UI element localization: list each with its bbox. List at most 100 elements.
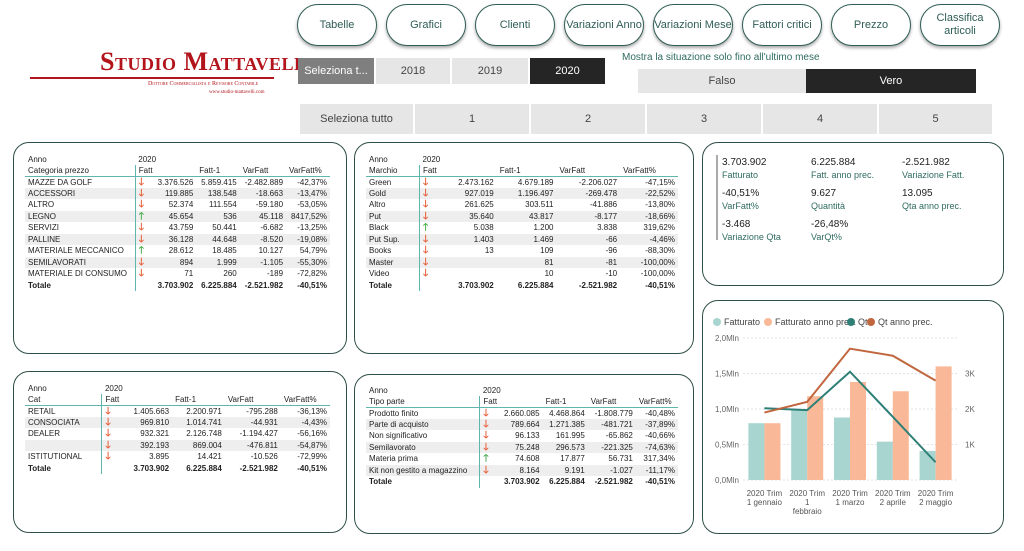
table-row[interactable]: SERVIZI 🡓 43.759 50.441 -6.682 -13,25%	[25, 222, 330, 234]
cell-var-pct: -72,82%	[297, 269, 327, 279]
row-label: Green	[366, 176, 420, 188]
table-row[interactable]: Master 🡓 81 -81 -100,00%	[366, 256, 678, 268]
table-row[interactable]: ACCESSORI 🡓 119.885 138.548 -18.663 -13,47%	[25, 187, 330, 199]
row-label: Gold	[366, 187, 420, 199]
month-4[interactable]: 4	[763, 104, 877, 134]
year-2020[interactable]: 2020	[530, 58, 605, 84]
year-2018[interactable]: 2018	[376, 58, 450, 84]
table-row[interactable]: LEGNO 🡑 45.654 536 45.118 8417,52%	[25, 210, 330, 222]
table-row[interactable]: Green 🡓 2.473.162 4.679.189 -2.206.027 -47,15…	[366, 176, 678, 188]
month-5[interactable]: 5	[879, 104, 992, 134]
cell-var: -2.482.889	[244, 177, 284, 187]
table-row[interactable]: MATERIALE DI CONSUMO 🡓 71 260 -189 -72,82%	[25, 268, 330, 280]
table-row[interactable]: Put 🡓 35.640 43.817 -8.177 -18,66%	[366, 210, 678, 222]
cell-var-pct: 54,79%	[299, 246, 327, 256]
total-fatt-prev: 6.225.884	[186, 463, 222, 473]
year-2019[interactable]: 2019	[452, 58, 528, 84]
table-row[interactable]: MAZZE DA GOLF 🡓 3.376.526 5.859.415 -2.482.8…	[25, 176, 330, 188]
cell-fatt-prev: 18.485	[212, 246, 237, 256]
legend-item[interactable]: Fatturato anno prec.	[764, 317, 856, 327]
table-row[interactable]: DEALER 🡓 932.321 2.126.748 -1.194.427 -56,16%	[25, 428, 330, 440]
table-row[interactable]: SEMILAVORATI 🡓 894 1.999 -1.105 -55,30%	[25, 256, 330, 268]
cell-fatt-prev: 109	[540, 246, 554, 256]
year-select-all[interactable]: Seleziona t...	[298, 58, 374, 84]
total-var-pct: -40,51%	[645, 477, 675, 487]
total-fatt-prev: 6.225.884	[549, 477, 585, 487]
table-row[interactable]: RETAIL 🡓 1.405.663 2.200.971 -795.288 -36,13%	[25, 405, 330, 417]
cell-var-pct: -36,13%	[297, 406, 327, 416]
table-row[interactable]: Black 🡑 5.038 1.200 3.838 319,62%	[366, 222, 678, 234]
legend-item[interactable]: Qt anno prec.	[867, 317, 933, 327]
cell-var: -1.194.427	[239, 429, 278, 439]
anno-value: 2020	[422, 155, 441, 164]
table-row[interactable]: Kit non gestito a magazzino 🡓 8.164 9.191 -1…	[366, 464, 678, 476]
legend-dot-icon	[867, 318, 875, 326]
line-qt	[764, 370, 937, 463]
cell-var: -66	[556, 233, 621, 245]
table-row[interactable]: Put Sup. 🡓 1.403 1.469 -66 -4,46%	[366, 233, 678, 245]
table-row[interactable]: MATERIALE MECCANICO 🡑 28.612 18.485 10.127 54…	[25, 245, 330, 257]
month-3[interactable]: 3	[647, 104, 761, 134]
table-row[interactable]: Prodotto finito 🡓 2.660.085 4.468.864 -1.808…	[366, 407, 678, 419]
cell-fatt-prev: 14.421	[197, 452, 222, 462]
cell-fatt: 3.895	[149, 452, 170, 462]
cell-var-pct: -42,37%	[297, 177, 327, 187]
row-label: CONSOCIATA	[25, 416, 103, 428]
cell-fatt-prev: 50.441	[212, 223, 237, 233]
legend-dot-icon	[847, 318, 855, 326]
y-left-tick-label: 0,5Mln	[715, 441, 739, 450]
kpi-value: 6.225.884	[811, 157, 856, 168]
kpi-value: -3.468	[722, 219, 751, 230]
toggle-false[interactable]: Falso	[638, 69, 806, 93]
nav-button-prezzo[interactable]: Prezzo	[831, 4, 911, 46]
legend-item[interactable]: Fatturato	[713, 317, 760, 327]
cell-var: -8.520	[239, 233, 287, 245]
table-row[interactable]: Parte di acquisto 🡓 789.664 1.271.385 -481.7…	[366, 418, 678, 430]
table-row[interactable]: Altro 🡓 261.625 303.511 -41.886 -13,80%	[366, 199, 678, 211]
nav-button-classifica-articoli[interactable]: Classifica articoli	[920, 4, 1000, 46]
month-select-all[interactable]: Seleziona tutto	[300, 104, 413, 134]
arrow-up-icon: 🡑	[483, 453, 489, 465]
cell-fatt-prev: 5.859.415	[201, 177, 237, 187]
table-row[interactable]: Materia prima 🡑 74.608 17.877 56.731 317,34%	[366, 453, 678, 465]
table-row[interactable]: CONSOCIATA 🡓 969.810 1.014.741 -44.931 -4,43%	[25, 416, 330, 428]
month-2[interactable]: 2	[531, 104, 645, 134]
cell-fatt: 789.664	[497, 418, 543, 430]
arrow-down-icon: 🡓	[483, 418, 489, 430]
nav-button-clienti[interactable]: Clienti	[475, 4, 555, 46]
table-row[interactable]: ISTITUTIONAL 🡓 3.895 14.421 -10.526 -72,99%	[25, 451, 330, 463]
nav-button-tabelle[interactable]: Tabelle	[297, 4, 377, 46]
nav-button-variazioni-anno[interactable]: Variazioni Anno	[564, 4, 644, 46]
total-label: Totale	[25, 462, 103, 474]
arrow-down-icon: 🡓	[422, 245, 429, 257]
cell-var: -476.811	[224, 439, 281, 451]
toggle-true[interactable]: Vero	[806, 69, 976, 93]
row-label: SEMILAVORATI	[25, 256, 136, 268]
table-row[interactable]: Gold 🡓 927.019 1.196.497 -269.478 -22,52%	[366, 187, 678, 199]
table-row[interactable]: PALLINE 🡓 36.128 44.648 -8.520 -19,08%	[25, 233, 330, 245]
dimension-header: Tipo parte	[366, 396, 481, 408]
cell-fatt-prev: 43.817	[496, 210, 557, 222]
table-row[interactable]: ALTRO 🡓 52.374 111.554 -59.180 -53,05%	[25, 199, 330, 211]
matrix-part-type: Anno 2020 Tipo parte Fatt Fatt-1 VarFatt VarFa…	[366, 385, 678, 488]
cell-fatt: 3.376.526	[157, 177, 194, 187]
row-label: MATERIALE MECCANICO	[25, 245, 136, 257]
table-row[interactable]: Semilavorato 🡓 75.248 296.573 -221.325 -74,63…	[366, 441, 678, 453]
total-var-pct: -40,51%	[297, 463, 327, 473]
table-row[interactable]: 🡓 392.193 869.004 -476.811 -54,87%	[25, 439, 330, 451]
arrow-down-icon: 🡓	[422, 199, 429, 211]
dimension-header: Cat	[25, 394, 103, 406]
nav-button-fattori-critici[interactable]: Fattori critici	[742, 4, 822, 46]
cell-var: -65.862	[605, 431, 633, 441]
col-header: VarFatt	[556, 165, 621, 177]
nav-button-variazioni-mese[interactable]: Variazioni Mese	[653, 4, 733, 46]
table-row[interactable]: Books 🡓 13 109 -96 -88,30%	[366, 245, 678, 257]
cell-fatt-prev: 1.200	[533, 223, 554, 233]
kpi-label: Variazione Qta	[722, 232, 781, 242]
nav-button-grafici[interactable]: Grafici	[386, 4, 466, 46]
table-row[interactable]: Non significativo 🡓 96.133 161.995 -65.862 -4…	[366, 430, 678, 442]
month-1[interactable]: 1	[415, 104, 529, 134]
table-row[interactable]: Video 🡓 10 -10 -100,00%	[366, 268, 678, 280]
kpi-label: Variazione Fatt.	[902, 170, 965, 180]
legend-item[interactable]: Qt	[847, 317, 868, 327]
